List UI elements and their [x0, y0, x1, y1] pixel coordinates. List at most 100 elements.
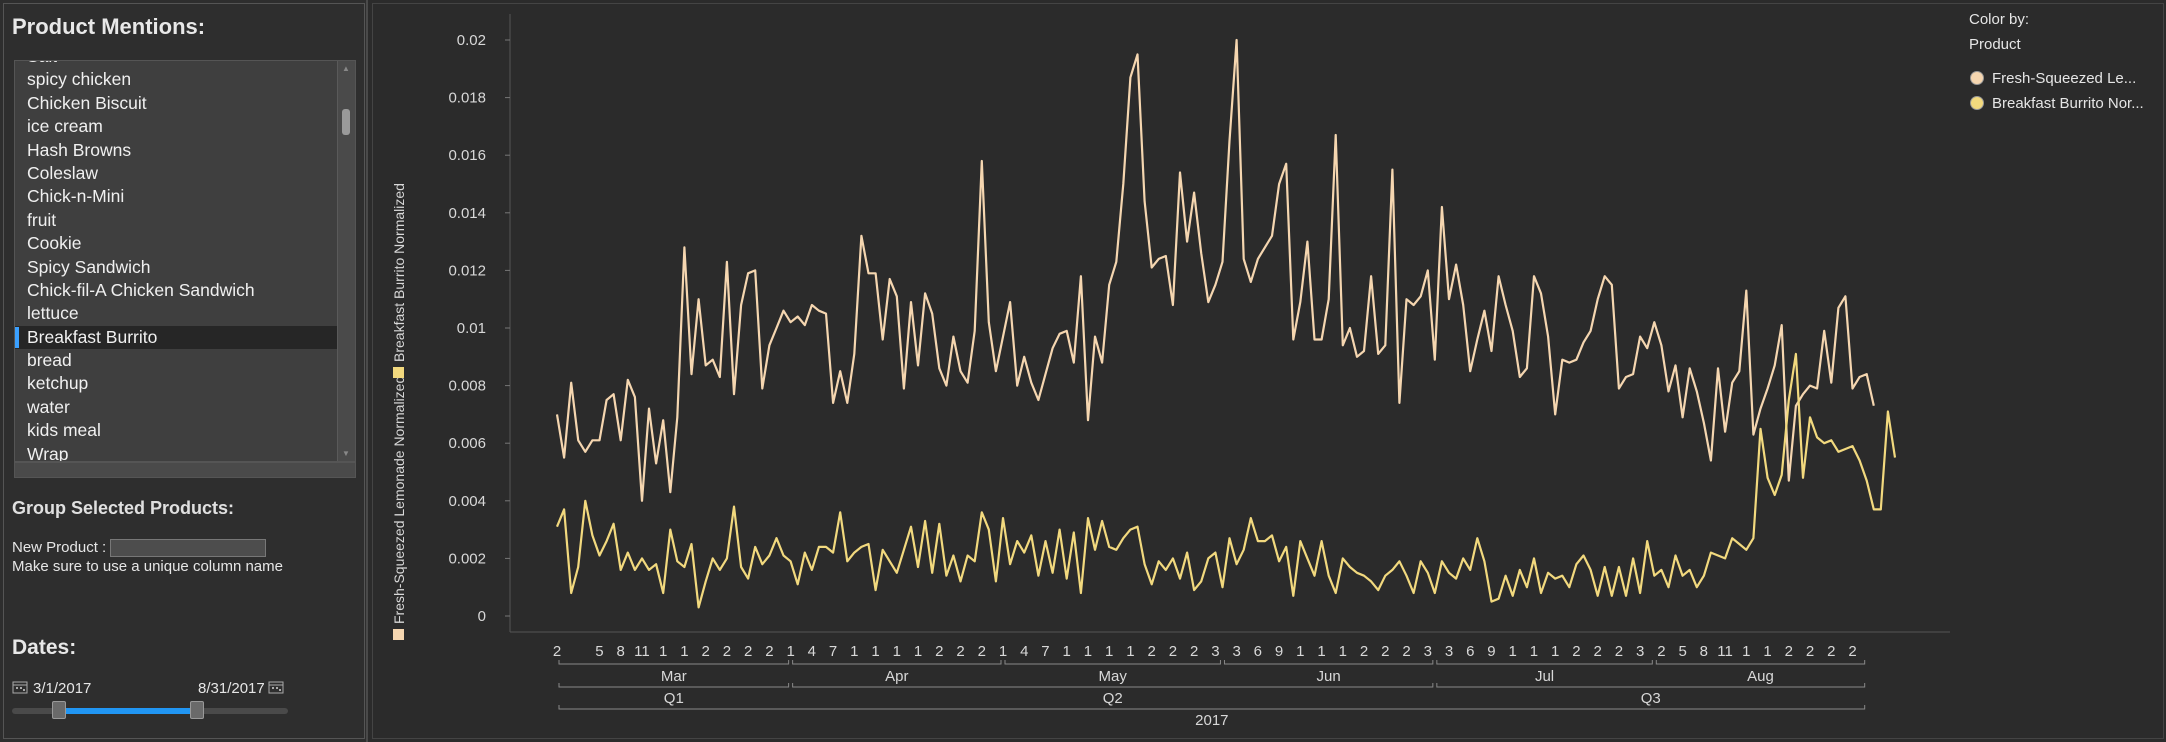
- x-day-tick-label: 1: [1339, 643, 1347, 660]
- x-day-tick-label: 2: [765, 643, 773, 660]
- legend-dot-icon: [1970, 96, 1984, 110]
- x-day-tick-label: 6: [1254, 643, 1262, 660]
- y-tick-label: 0.016: [448, 147, 486, 164]
- x-day-tick-label: 2: [1785, 643, 1793, 660]
- list-scrollbar[interactable]: ▲ ▼: [337, 61, 355, 461]
- product-list-item[interactable]: fruit: [27, 209, 57, 230]
- date-slider-start-handle[interactable]: [51, 701, 66, 719]
- product-list-item[interactable]: Hash Browns: [27, 139, 132, 160]
- x-day-tick-label: 3: [1636, 643, 1644, 660]
- x-day-tick-label: 8: [1700, 643, 1708, 660]
- x-day-tick-label: 3: [1211, 643, 1219, 660]
- y-tick-label: 0.02: [457, 32, 486, 49]
- x-day-tick-label: 1: [1763, 643, 1771, 660]
- y-tick-label: 0: [478, 608, 486, 625]
- x-day-tick-label: 1: [1296, 643, 1304, 660]
- product-list-item[interactable]: lettuce: [27, 303, 79, 324]
- product-list-item[interactable]: bread: [27, 350, 72, 371]
- month-label: Jun: [1317, 668, 1341, 685]
- series-line-lemonade[interactable]: [555, 38, 1875, 502]
- x-day-tick-label: 9: [1487, 643, 1495, 660]
- legend-item-lemonade[interactable]: Fresh-Squeezed Le...: [1970, 70, 2136, 87]
- x-day-tick-label: 2: [1147, 643, 1155, 660]
- x-day-tick-label: 1: [1126, 643, 1134, 660]
- x-day-tick-label: 1: [914, 643, 922, 660]
- legend-dot-icon: [1970, 71, 1984, 85]
- scroll-up-icon[interactable]: ▲: [342, 64, 350, 73]
- product-list-item[interactable]: Breakfast Burrito: [15, 325, 337, 350]
- x-day-tick-label: 2: [1615, 643, 1623, 660]
- month-bracket: [1655, 660, 1866, 665]
- month-bracket: [792, 660, 1002, 665]
- chart-area: [372, 3, 2164, 739]
- product-list-item[interactable]: ketchup: [27, 373, 89, 394]
- legend-item-burrito[interactable]: Breakfast Burrito Nor...: [1970, 95, 2144, 112]
- x-day-tick-label: 1: [1742, 643, 1750, 660]
- legend-subtitle: Product: [1969, 36, 2021, 53]
- month-label: Apr: [885, 668, 908, 685]
- y-label-text: Breakfast Burrito Normalized: [391, 183, 407, 362]
- product-list-item[interactable]: Salt: [15, 61, 337, 68]
- x-day-tick-label: 1: [1105, 643, 1113, 660]
- x-day-tick-label: 2: [1190, 643, 1198, 660]
- y-tick-label: 0.018: [448, 90, 486, 107]
- x-day-tick-label: 2: [553, 643, 561, 660]
- horizontal-scrollbar[interactable]: [14, 462, 356, 478]
- month-bracket: [1223, 660, 1434, 665]
- scroll-thumb[interactable]: [342, 109, 350, 135]
- scroll-down-icon[interactable]: ▼: [342, 449, 350, 458]
- x-day-tick-label: 1: [680, 643, 688, 660]
- y-tick-label: 0.014: [448, 205, 486, 222]
- x-day-tick-label: 8: [617, 643, 625, 660]
- x-day-tick-label: 2: [1593, 643, 1601, 660]
- x-day-tick-label: 2: [1381, 643, 1389, 660]
- product-list-item[interactable]: Wrap: [27, 443, 69, 462]
- date-start[interactable]: 3/1/2017: [33, 680, 92, 697]
- product-list-item[interactable]: Coleslaw: [27, 162, 98, 183]
- product-list-item[interactable]: water: [27, 396, 70, 417]
- month-label: Mar: [661, 668, 687, 685]
- product-list-item[interactable]: kids meal: [27, 420, 101, 441]
- year-bracket: [558, 705, 1866, 710]
- x-day-tick-label: 1: [999, 643, 1007, 660]
- y-tick-label: 0.01: [457, 320, 486, 337]
- new-product-input[interactable]: [110, 539, 266, 557]
- date-end[interactable]: 8/31/2017: [198, 680, 265, 697]
- x-day-tick-label: 2: [1402, 643, 1410, 660]
- y-label-text: Fresh-Squeezed Lemonade Normalized: [391, 376, 407, 624]
- x-day-tick-label: 6: [1466, 643, 1474, 660]
- calendar-end-icon[interactable]: [268, 680, 284, 694]
- sidebar: Product Mentions: Saltspicy chickenChick…: [0, 0, 368, 742]
- x-day-tick-label: 2: [1848, 643, 1856, 660]
- product-list-item[interactable]: Cookie: [27, 233, 82, 254]
- x-day-tick-label: 1: [850, 643, 858, 660]
- calendar-start-icon[interactable]: [12, 680, 28, 694]
- date-slider-range: [58, 708, 197, 714]
- product-list-item[interactable]: spicy chicken: [27, 69, 132, 90]
- product-list-item[interactable]: Spicy Sandwich: [27, 256, 151, 277]
- x-day-tick-label: 1: [1063, 643, 1071, 660]
- product-list-item[interactable]: Chick-fil-A Chicken Sandwich: [27, 279, 255, 300]
- product-list-item[interactable]: Chick-n-Mini: [27, 186, 125, 207]
- x-day-tick-label: 1: [871, 643, 879, 660]
- y-tick-label: 0.012: [448, 262, 486, 279]
- series-line-burrito[interactable]: [555, 352, 1897, 609]
- quarter-label: Q2: [1103, 690, 1123, 707]
- month-bracket: [558, 660, 790, 665]
- x-day-tick-label: 5: [595, 643, 603, 660]
- x-day-tick-label: 2: [701, 643, 709, 660]
- x-day-tick-label: 1: [1530, 643, 1538, 660]
- x-day-tick-label: 2: [1806, 643, 1814, 660]
- x-day-tick-label: 1: [659, 643, 667, 660]
- x-day-tick-label: 2: [1360, 643, 1368, 660]
- x-day-tick-label: 2: [1827, 643, 1835, 660]
- product-list-item[interactable]: ice cream: [27, 116, 103, 137]
- x-day-tick-label: 1: [1317, 643, 1325, 660]
- date-slider-end-handle[interactable]: [189, 701, 204, 719]
- x-day-tick-label: 7: [1041, 643, 1049, 660]
- product-list-item[interactable]: Chicken Biscuit: [27, 92, 147, 113]
- quarter-label: Q3: [1641, 690, 1661, 707]
